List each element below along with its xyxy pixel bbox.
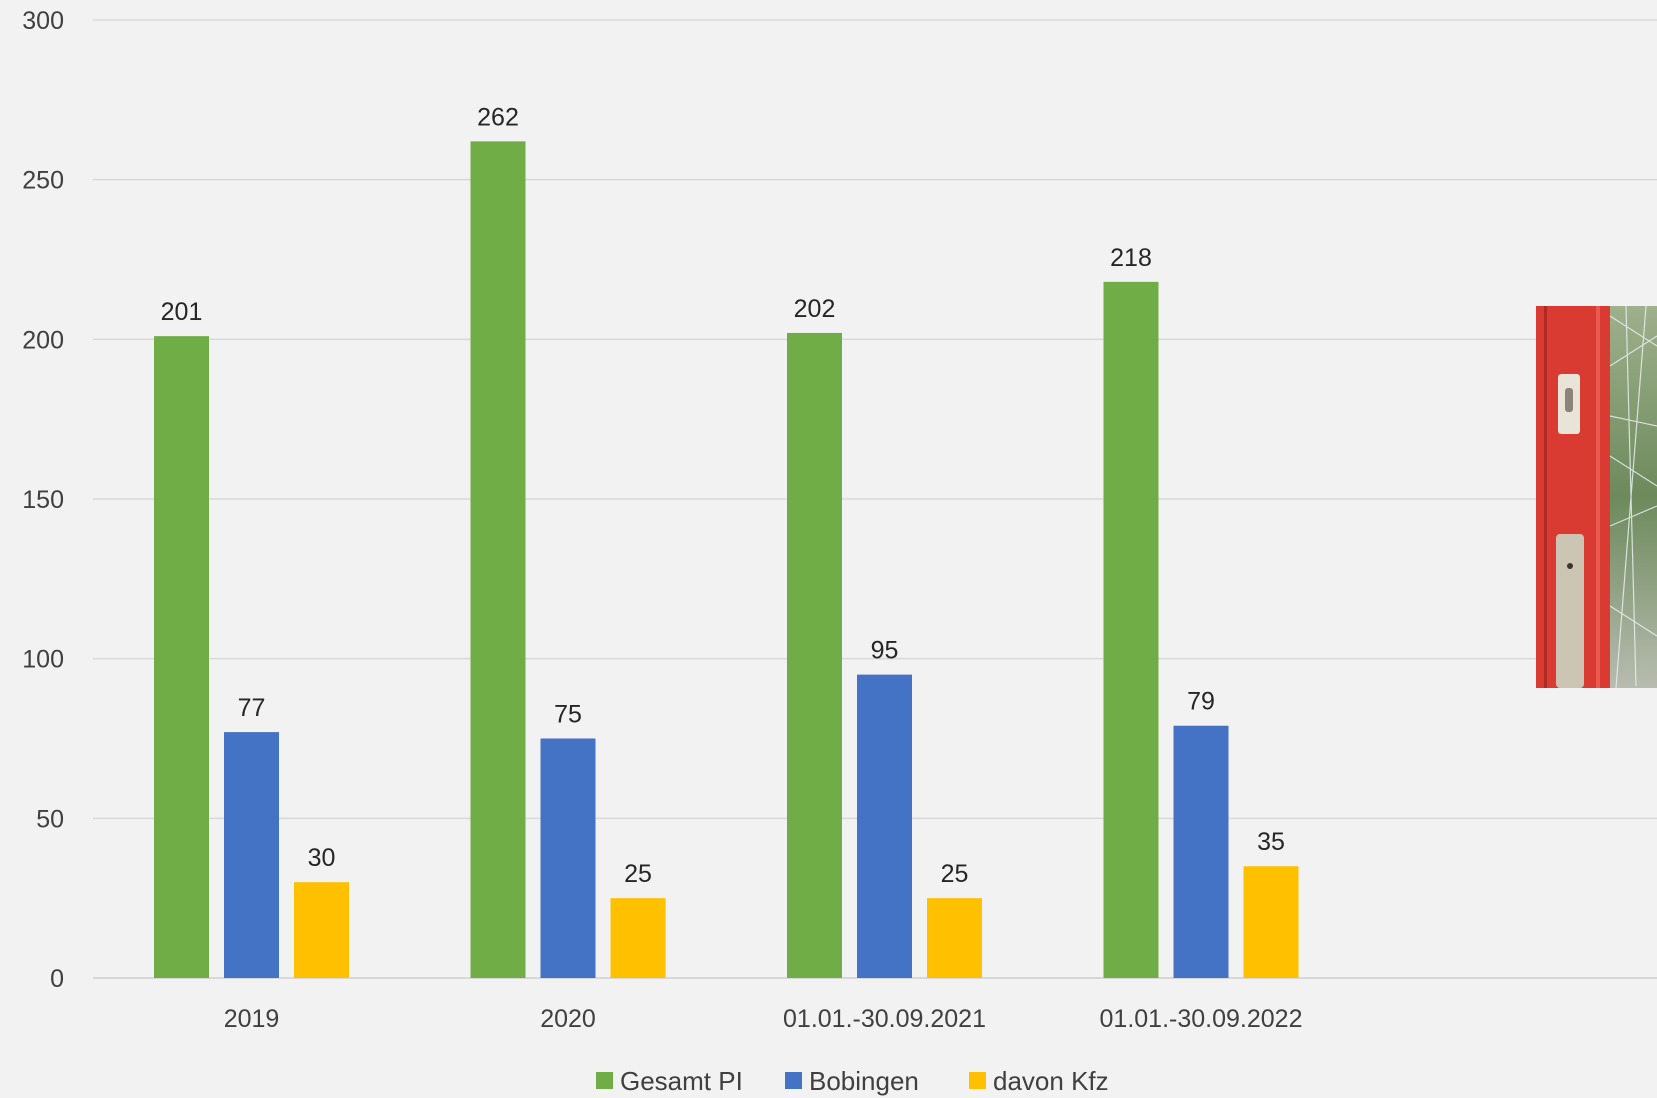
x-tick-label: 01.01.-30.09.2022 (1100, 1005, 1303, 1033)
bar (1243, 866, 1299, 978)
data-label: 201 (161, 298, 203, 326)
y-tick-label: 100 (22, 646, 64, 674)
legend-label: davon Kfz (993, 1066, 1109, 1096)
bar (787, 332, 842, 978)
y-tick-label: 300 (22, 7, 64, 35)
x-tick-label: 2020 (540, 1005, 596, 1033)
bar (857, 674, 912, 978)
bar (470, 141, 526, 978)
bar (540, 738, 596, 978)
y-tick-label: 150 (22, 486, 64, 514)
data-label: 25 (941, 860, 969, 888)
y-axis-tick-labels: 0 50 100 150 200 250 300 (22, 7, 64, 993)
y-tick-label: 0 (50, 965, 64, 993)
data-label: 95 (871, 637, 899, 665)
gridlines (93, 19, 1657, 979)
bar (927, 898, 982, 978)
bar (294, 882, 349, 978)
bar (1173, 725, 1229, 978)
y-tick-label: 50 (36, 805, 64, 833)
legend: Gesamt PI Bobingen davon Kfz (596, 1066, 1109, 1096)
x-tick-label: 2019 (224, 1005, 280, 1033)
data-label: 218 (1110, 244, 1152, 272)
bar (224, 732, 279, 978)
x-axis-tick-labels: 2019 2020 01.01.-30.09.2021 01.01.-30.09.20… (224, 1005, 1303, 1033)
data-label: 202 (794, 295, 836, 323)
legend-swatch (596, 1072, 613, 1089)
legend-label: Gesamt PI (620, 1066, 743, 1096)
y-tick-label: 200 (22, 326, 64, 354)
data-labels: 201 77 30 262 75 25 202 95 25 218 79 35 (161, 103, 1285, 888)
legend-label: Bobingen (809, 1066, 919, 1096)
bar (154, 336, 209, 978)
legend-swatch (969, 1072, 986, 1089)
y-tick-label: 250 (22, 167, 64, 195)
data-label: 77 (238, 694, 266, 722)
data-label: 30 (308, 844, 336, 872)
data-label: 79 (1187, 688, 1215, 716)
x-tick-label: 01.01.-30.09.2021 (783, 1005, 986, 1033)
bars (154, 141, 1299, 978)
data-label: 262 (477, 103, 519, 131)
bar (1103, 281, 1159, 978)
bar (610, 898, 666, 978)
data-label: 35 (1257, 828, 1285, 856)
data-label: 25 (624, 860, 652, 888)
legend-swatch (785, 1072, 802, 1089)
broken-door-photo (1536, 306, 1657, 688)
data-label: 75 (554, 701, 582, 729)
